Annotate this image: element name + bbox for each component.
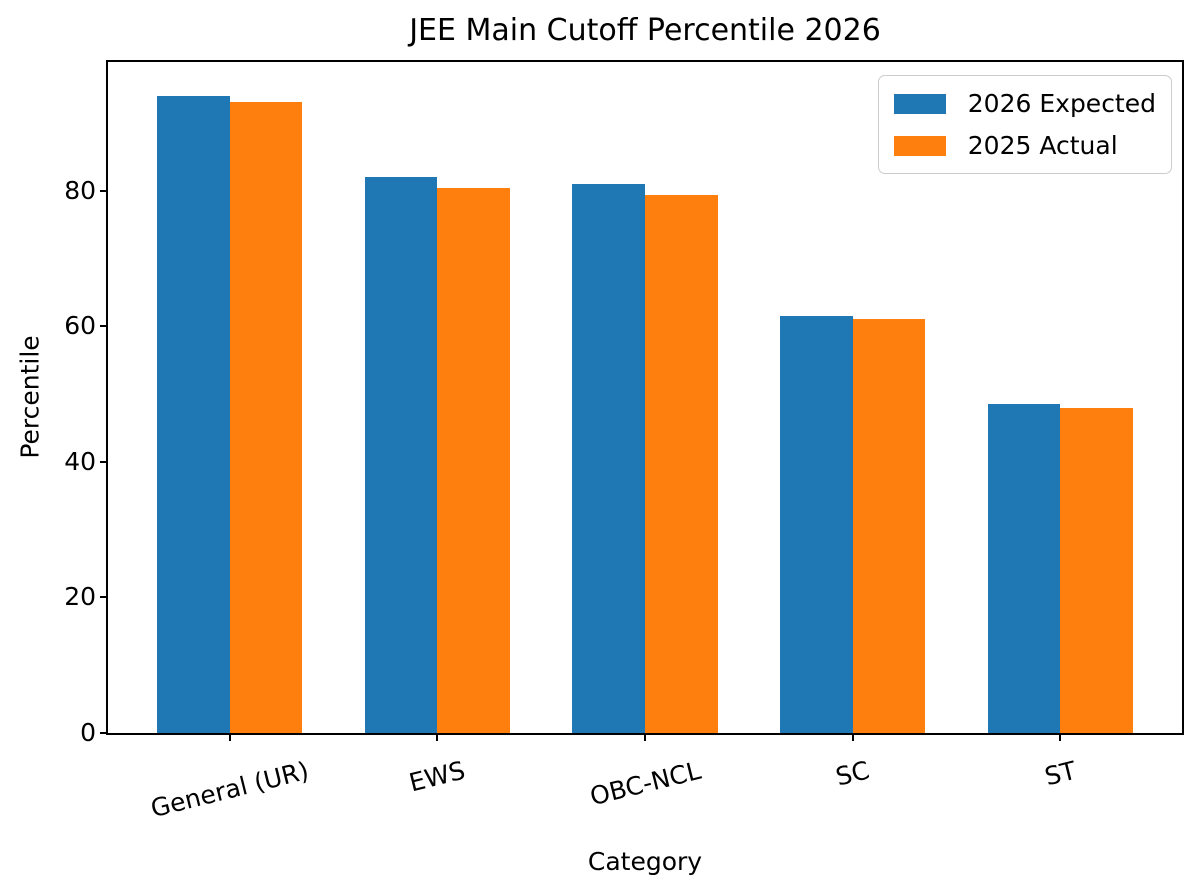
y-tick-label-1: 20 xyxy=(64,582,96,612)
x-tick-mark-4 xyxy=(1059,733,1062,741)
legend-label-2026-expected: 2026 Expected xyxy=(967,89,1156,118)
x-tick-label-3: SC xyxy=(833,755,873,792)
y-tick-label-2: 40 xyxy=(64,446,96,476)
x-tick-label-0: General (UR) xyxy=(147,755,312,823)
y-tick-mark-2 xyxy=(100,460,108,463)
x-tick-mark-1 xyxy=(436,733,439,741)
bars-layer xyxy=(108,62,1182,733)
bar-series0-cat2 xyxy=(572,184,645,733)
x-tick-mark-2 xyxy=(644,733,646,741)
y-tick-mark-1 xyxy=(100,596,108,599)
legend-swatch-2026-expected xyxy=(893,93,946,114)
chart-title: JEE Main Cutoff Percentile 2026 xyxy=(409,13,881,48)
x-tick-label-2: OBC-NCL xyxy=(586,755,704,812)
legend-swatch-2025-actual xyxy=(893,135,946,156)
bar-series0-cat4 xyxy=(987,404,1061,733)
bar-series0-cat1 xyxy=(364,177,438,733)
y-tick-mark-3 xyxy=(100,325,108,328)
x-tick-mark-0 xyxy=(228,733,231,741)
legend: 2026 Expected 2025 Actual xyxy=(877,75,1172,174)
x-tick-label-1: EWS xyxy=(406,755,469,798)
x-tick-label-4: ST xyxy=(1041,755,1080,792)
y-tick-label-3: 60 xyxy=(64,311,96,341)
plot-area: 2026 Expected 2025 Actual xyxy=(106,60,1184,735)
legend-label-2025-actual: 2025 Actual xyxy=(967,131,1118,160)
y-tick-label-4: 80 xyxy=(64,175,96,205)
legend-entry-2026-expected: 2026 Expected xyxy=(893,87,1156,120)
bar-series1-cat1 xyxy=(437,188,510,733)
bar-series0-cat3 xyxy=(780,316,853,733)
y-tick-mark-0 xyxy=(100,732,108,734)
bar-series1-cat0 xyxy=(229,102,303,733)
y-tick-label-0: 0 xyxy=(80,718,96,747)
x-tick-mark-3 xyxy=(851,733,854,741)
bar-series1-cat3 xyxy=(852,318,926,733)
bar-series1-cat4 xyxy=(1060,408,1134,733)
bar-series0-cat0 xyxy=(156,95,230,733)
y-axis-label: Percentile xyxy=(15,335,45,459)
x-axis-label: Category xyxy=(587,847,703,876)
y-tick-mark-4 xyxy=(100,189,108,192)
legend-entry-2025-actual: 2025 Actual xyxy=(893,129,1156,162)
bar-series1-cat2 xyxy=(645,194,718,733)
